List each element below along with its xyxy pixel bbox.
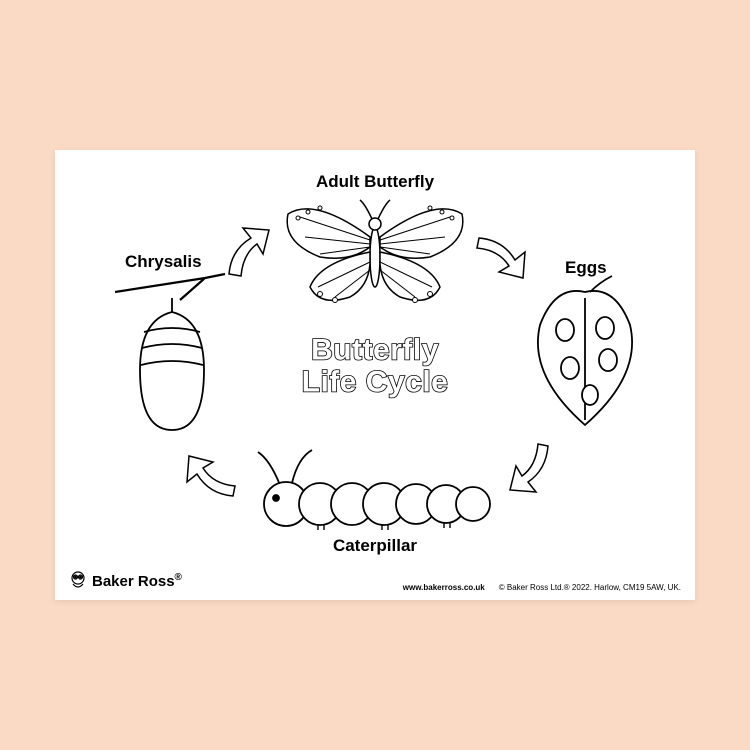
caterpillar-icon	[240, 450, 510, 540]
chrysalis-icon	[110, 270, 230, 440]
label-chrysalis: Chrysalis	[125, 252, 202, 272]
butterfly-icon	[280, 192, 470, 312]
title-line-1: Butterfly	[302, 335, 449, 367]
worksheet-sheet: Butterfly Life Cycle Adult Butterfly Egg…	[55, 150, 695, 600]
footer-copyright: © Baker Ross Ltd.® 2022. Harlow, CM19 5A…	[499, 583, 681, 592]
label-butterfly: Adult Butterfly	[316, 172, 434, 192]
eggs-leaf-icon	[520, 280, 650, 430]
label-eggs: Eggs	[565, 258, 607, 278]
brand-name: Baker Ross®	[92, 572, 182, 590]
arrow-butterfly-to-eggs	[473, 230, 533, 285]
arrow-eggs-to-caterpillar	[500, 440, 555, 500]
mascot-icon	[69, 570, 87, 592]
brand-logo: Baker Ross®	[69, 570, 182, 592]
footer-url: www.bakerross.co.uk	[403, 583, 485, 592]
title-line-2: Life Cycle	[302, 366, 449, 398]
center-title: Butterfly Life Cycle	[302, 335, 449, 398]
footer: Baker Ross® www.bakerross.co.uk © Baker …	[55, 570, 695, 592]
arrow-chrysalis-to-butterfly	[223, 226, 278, 281]
arrow-caterpillar-to-chrysalis	[185, 448, 240, 503]
footer-right: www.bakerross.co.uk © Baker Ross Ltd.® 2…	[403, 583, 681, 592]
